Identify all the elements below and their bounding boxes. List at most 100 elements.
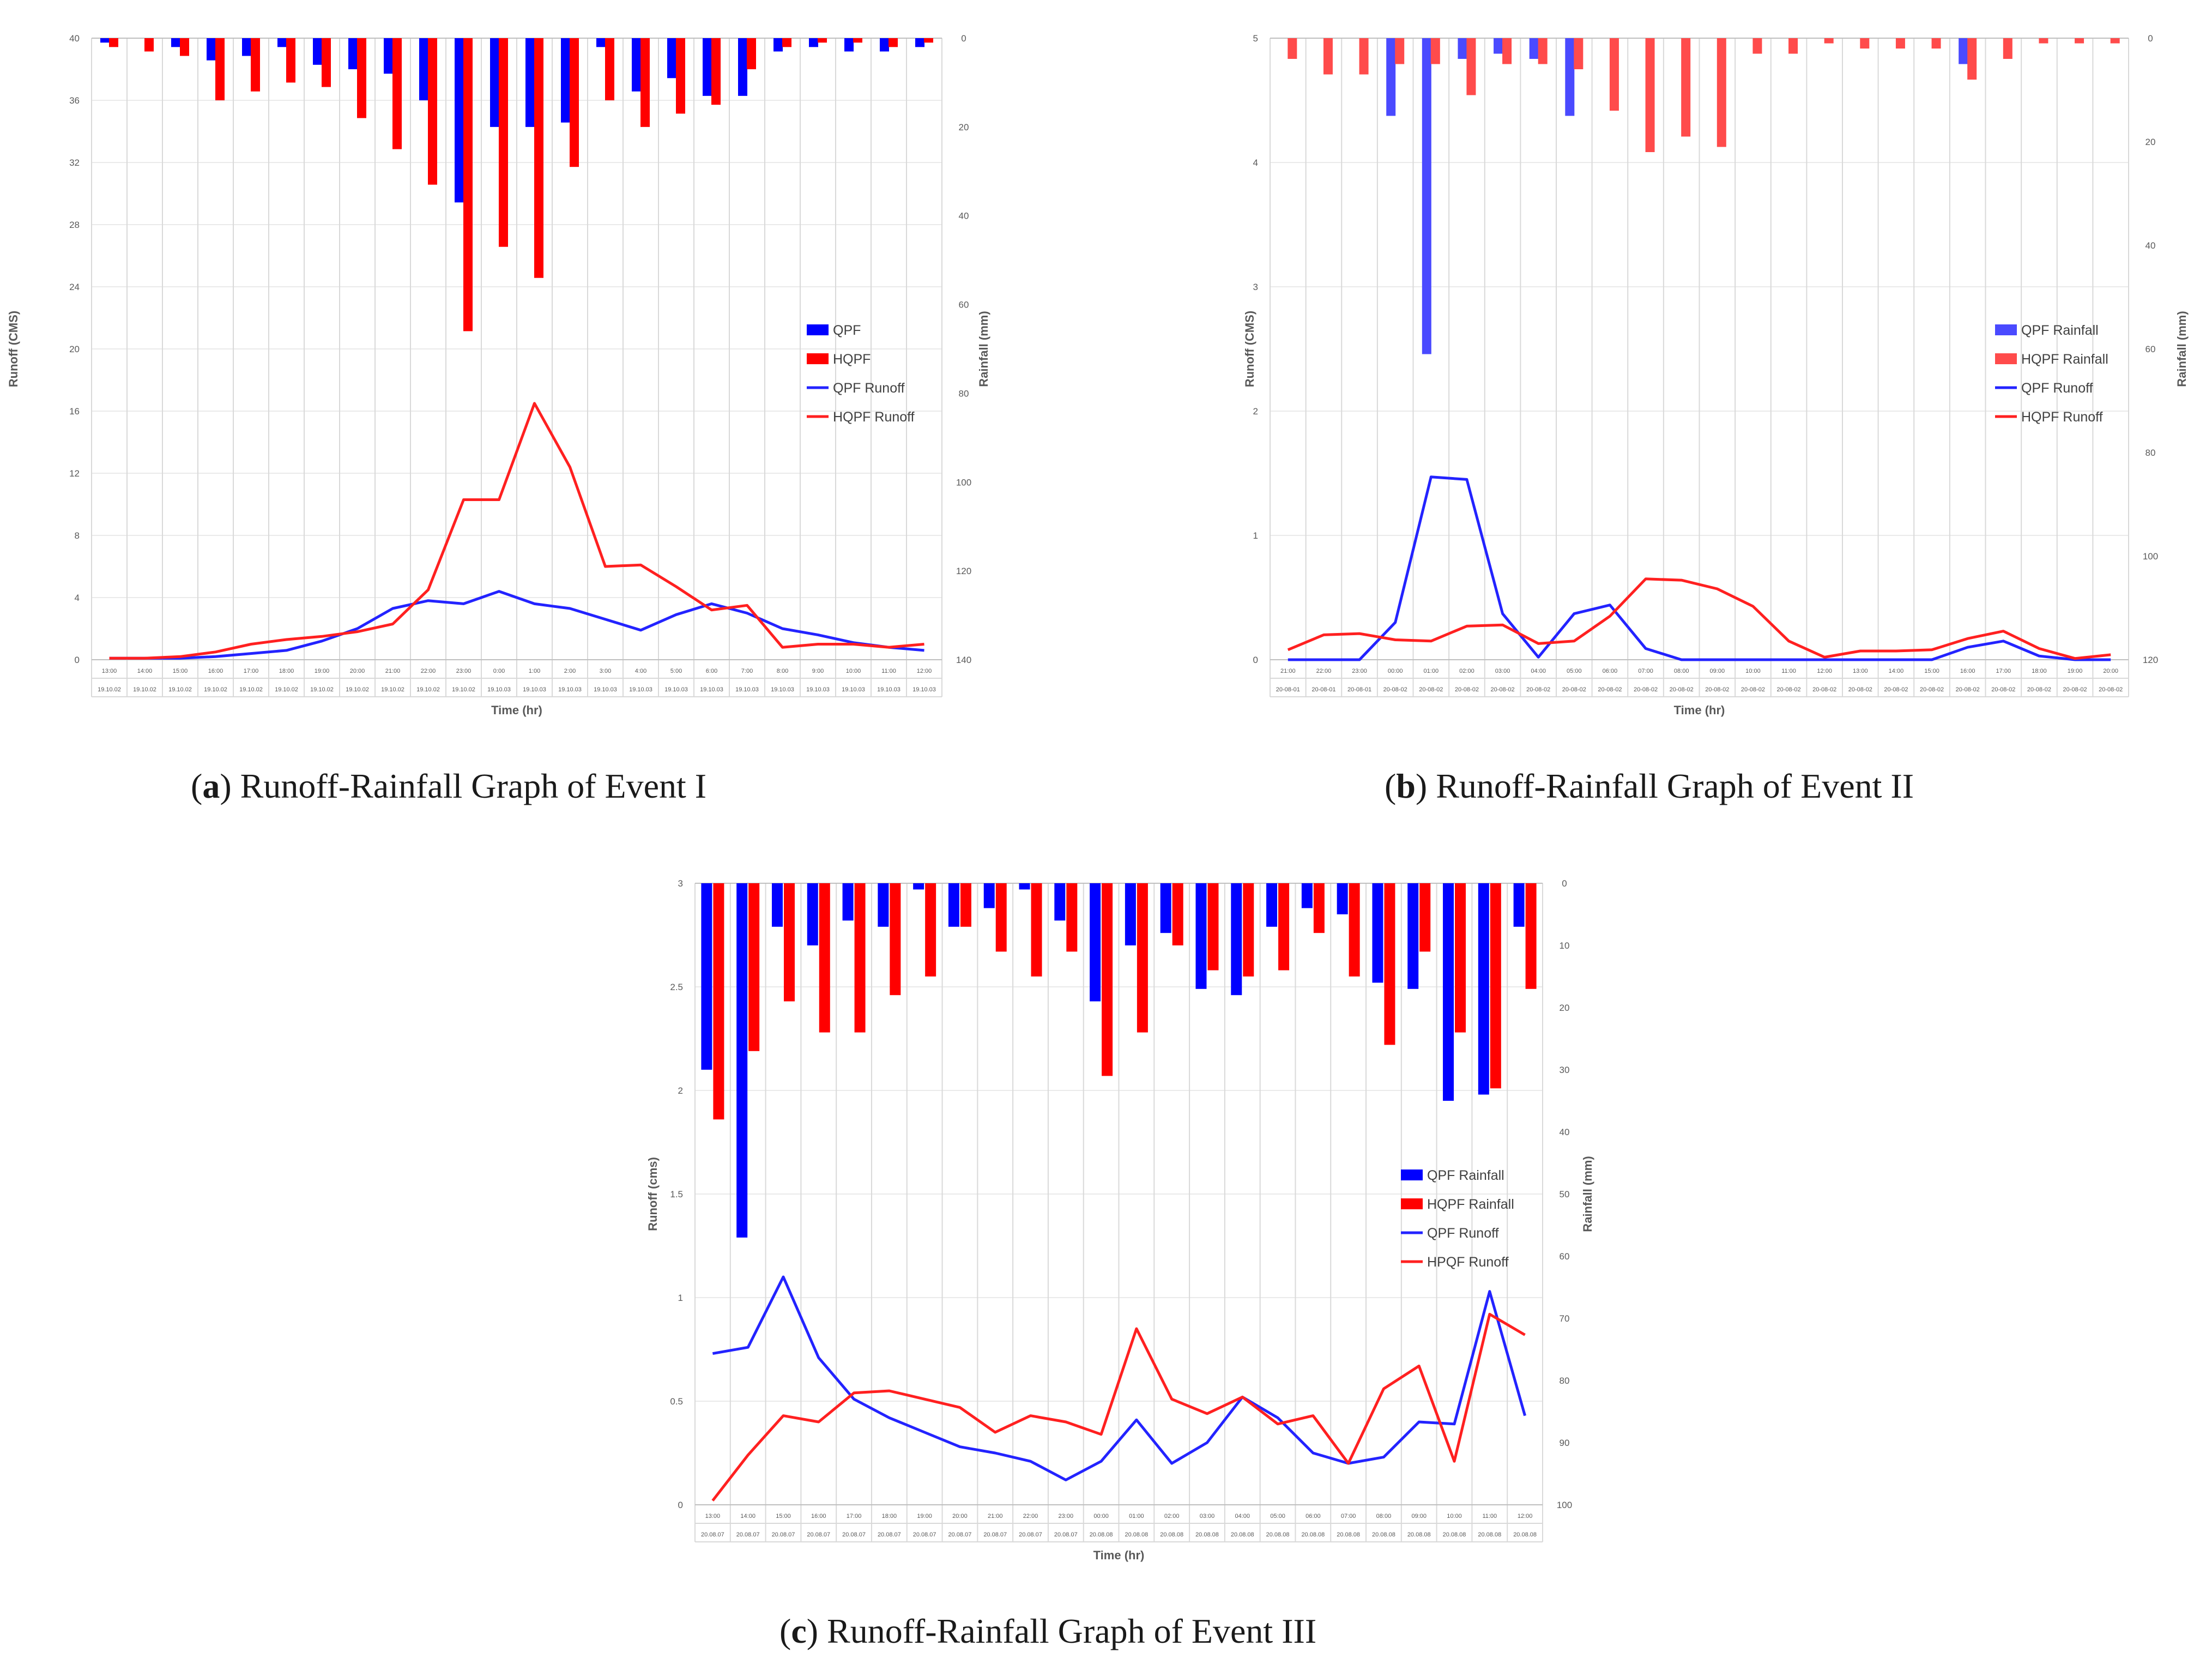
x-tick-date-label: 20-08-02 [1419, 686, 1443, 693]
x-tick-time-label: 14:00 [137, 668, 153, 674]
legend-label: HQPF Rainfall [1427, 1197, 1514, 1212]
bar-hqpf-rainfall [2075, 38, 2084, 44]
left-y-tick-label: 2.5 [670, 982, 683, 992]
x-tick-date-label: 19.10.03 [700, 686, 723, 693]
x-tick-time-label: 12:00 [917, 668, 932, 674]
bar-hqpf [818, 38, 827, 43]
x-tick-date-label: 19.10.03 [594, 686, 617, 693]
bar-hqpf-rainfall [1137, 883, 1148, 1033]
bar-qpf-rainfall [1443, 883, 1454, 1101]
bar-hqpf-rainfall [1243, 883, 1254, 976]
x-tick-date-label: 20-08-02 [1741, 686, 1765, 693]
bar-qpf-rainfall [1160, 883, 1171, 933]
bar-hqpf-rainfall [1860, 38, 1870, 49]
bar-hqpf [109, 38, 118, 47]
bar-qpf-rainfall [842, 883, 854, 921]
x-tick-date-label: 20-08-02 [1884, 686, 1908, 693]
x-tick-time-label: 20:00 [952, 1513, 968, 1520]
x-tick-date-label: 20-08-02 [1598, 686, 1622, 693]
bar-hqpf [215, 38, 225, 100]
x-tick-date-label: 19.10.03 [735, 686, 759, 693]
x-tick-time-label: 10:00 [1745, 668, 1761, 674]
caption-b: (b) Runoff-Rainfall Graph of Event II [1385, 767, 1914, 805]
bar-qpf-rainfall [1266, 883, 1278, 927]
bar-hqpf-rainfall [960, 883, 971, 927]
x-tick-date-label: 19.10.03 [523, 686, 546, 693]
bar-hqpf-rainfall [1895, 38, 1905, 49]
x-tick-date-label: 20-08-02 [1705, 686, 1729, 693]
bar-qpf-rainfall [1513, 883, 1525, 927]
bar-qpf [207, 38, 216, 61]
x-tick-date-label: 19.10.03 [806, 686, 830, 693]
bar-qpf-rainfall [1478, 883, 1489, 1095]
x-tick-date-label: 20-08-01 [1347, 686, 1371, 693]
legend-label: HQPF Runoff [833, 409, 915, 425]
bar-hqpf-rainfall [783, 883, 795, 1002]
bar-hqpf [180, 38, 189, 56]
x-tick-date-label: 19.10.03 [771, 686, 794, 693]
x-tick-date-label: 19.10.03 [842, 686, 865, 693]
legend-swatch [1995, 353, 2017, 364]
right-y-tick-label: 20 [2145, 137, 2156, 147]
x-tick-date-label: 19.10.02 [381, 686, 404, 693]
x-tick-time-label: 15:00 [776, 1513, 791, 1520]
right-axis-title: Rainfall (mm) [977, 311, 990, 387]
x-tick-date-label: 19.10.02 [416, 686, 440, 693]
x-tick-date-label: 20-08-02 [1956, 686, 1980, 693]
bar-hqpf-rainfall [1717, 38, 1726, 147]
line-hpqf-runoff [711, 1312, 1526, 1502]
x-tick-date-label: 20.08.07 [1054, 1532, 1078, 1538]
line-qpf-runoff [1288, 475, 2111, 661]
x-tick-time-label: 18:00 [2032, 668, 2047, 674]
bar-hqpf-rainfall [1395, 38, 1405, 64]
x-tick-time-label: 16:00 [1960, 668, 1975, 674]
bar-hqpf-rainfall [1609, 38, 1619, 111]
bar-hqpf-rainfall [1455, 883, 1466, 1033]
bar-qpf [773, 38, 783, 52]
legend-swatch [1401, 1169, 1423, 1180]
left-y-tick-label: 2 [1253, 406, 1258, 417]
bar-hqpf [144, 38, 154, 52]
bar-hqpf [889, 38, 898, 47]
x-tick-time-label: 08:00 [1376, 1513, 1392, 1520]
bar-qpf [419, 38, 428, 100]
bar-qpf-rainfall [878, 883, 889, 927]
right-y-tick-label: 20 [959, 122, 969, 132]
right-y-tick-label: 70 [1560, 1313, 1570, 1324]
bar-hqpf [392, 38, 402, 149]
bar-hqpf-rainfall [1645, 38, 1655, 152]
bar-qpf [738, 38, 747, 96]
x-tick-time-label: 16:00 [811, 1513, 826, 1520]
bar-hqpf-rainfall [1681, 38, 1691, 137]
x-tick-time-label: 05:00 [1270, 1513, 1285, 1520]
x-tick-date-label: 20.08.08 [1372, 1532, 1395, 1538]
x-tick-time-label: 12:00 [1518, 1513, 1533, 1520]
bar-hqpf-rainfall [1384, 883, 1395, 1045]
bar-hqpf-rainfall [1824, 38, 1834, 44]
bar-hqpf-rainfall [1430, 38, 1440, 64]
bar-qpf-rainfall [1019, 883, 1030, 890]
x-tick-time-label: 03:00 [1495, 668, 1510, 674]
x-tick-time-label: 18:00 [882, 1513, 897, 1520]
bar-hqpf-rainfall [854, 883, 866, 1033]
caption-b-letter: b [1396, 767, 1416, 805]
right-y-tick-label: 60 [1560, 1251, 1570, 1262]
bar-hqpf-rainfall [1349, 883, 1360, 976]
bar-hqpf [782, 38, 791, 47]
x-tick-time-label: 15:00 [173, 668, 188, 674]
bar-qpf-rainfall [948, 883, 959, 927]
right-y-tick-label: 90 [1560, 1438, 1570, 1448]
bar-hqpf-rainfall [1288, 38, 1297, 59]
legend-label: QPF Rainfall [2021, 323, 2099, 338]
x-tick-date-label: 19.10.02 [275, 686, 298, 693]
left-y-tick-label: 0.5 [670, 1396, 683, 1407]
x-tick-time-label: 16:00 [208, 668, 223, 674]
x-tick-date-label: 19.10.03 [912, 686, 936, 693]
x-tick-time-label: 13:00 [705, 1513, 721, 1520]
x-axis-title: Time (hr) [1674, 703, 1725, 717]
bar-qpf [100, 38, 110, 43]
x-tick-date-label: 20.08.07 [913, 1532, 936, 1538]
x-tick-date-label: 20.08.08 [1337, 1532, 1360, 1538]
bar-hqpf-rainfall [2110, 38, 2120, 44]
chart-c: 00.511.522.53 010203040506070809010013:00… [646, 878, 1594, 1562]
